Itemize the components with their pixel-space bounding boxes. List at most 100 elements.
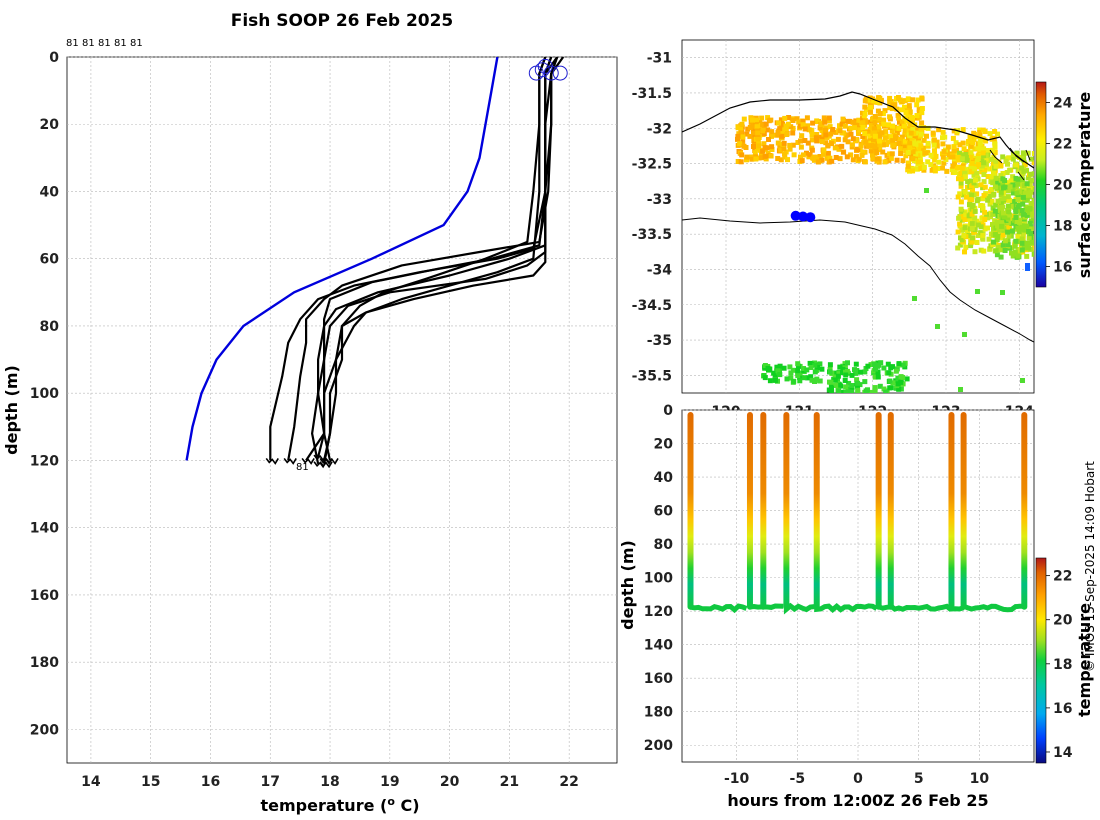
map-sst-cell (978, 203, 984, 208)
map-sst-cell (956, 215, 962, 221)
map-sst-cell (802, 138, 808, 143)
profile-line (323, 57, 559, 461)
map-sst-cell (1020, 194, 1026, 200)
map-sst-cell (992, 208, 998, 214)
map-sst-cell (1014, 150, 1020, 156)
map-sst-cell (968, 164, 974, 170)
map-sst-cell (981, 160, 987, 166)
map-sst-cell (779, 133, 785, 139)
map-sst-cell (826, 118, 832, 124)
map-sst-cell (961, 159, 967, 165)
map-sst-cell (766, 137, 771, 142)
map-sst-cell (819, 366, 825, 372)
map-sst-cell (806, 127, 812, 133)
map-y-ticks: -31 -31.5 -32 -32.5 -33 -33.5 -34 -34.5 -35 -35.5 (632, 51, 673, 385)
map-sst-cell (968, 150, 974, 156)
map-sst-cell (1031, 160, 1034, 166)
map-sst-cell (825, 150, 831, 156)
map-sst-cell (1015, 181, 1021, 187)
map-sst-cell (1019, 165, 1024, 171)
map-sst-cell (887, 114, 893, 120)
map-sst-cell (1015, 233, 1021, 239)
map-sst-cell (959, 217, 965, 223)
map-sst-cell (1002, 238, 1008, 244)
map-sst-cell (996, 227, 1002, 233)
map-sst-cell (970, 140, 976, 145)
map-sst-cell (768, 153, 774, 159)
map-sst-cell (951, 148, 957, 154)
map-sst-cell (897, 119, 902, 125)
map-sst-cell (1006, 155, 1012, 161)
map-sst-cell (786, 115, 792, 120)
section-y-tick-label: 20 (654, 437, 674, 453)
map-sst-cell (951, 128, 957, 134)
map-sst-cell (1019, 208, 1025, 213)
map-sst-cell (1021, 211, 1027, 217)
map-sst-cell (921, 167, 927, 173)
map-sst-cell (959, 237, 965, 243)
profile-bottom-scribble (301, 457, 315, 465)
map-sst-cell (1012, 251, 1018, 257)
map-sst-cell (957, 221, 963, 227)
map-sst-cell (837, 156, 843, 162)
section-casts (687, 412, 1028, 615)
map-sst-cell (832, 377, 838, 383)
map-sst-cell (868, 148, 874, 154)
map-sst-cell (860, 125, 866, 130)
map-sst-cell (798, 138, 803, 144)
map-sst-cell (741, 116, 747, 122)
map-sst-cell (835, 136, 841, 142)
profile-x-tick-label: 21 (500, 774, 519, 790)
map-sst-cell (1022, 227, 1028, 233)
map-sst-cell (872, 120, 878, 126)
map-sst-cell (884, 152, 890, 158)
map-sst-cell (869, 143, 875, 148)
map-sst-cell (1013, 162, 1019, 168)
map-y-tick-label: -34.5 (632, 298, 672, 314)
map-sst-cell (1013, 209, 1019, 215)
profile-y-tick-label: 160 (30, 588, 59, 604)
map-sst-cell (1028, 171, 1034, 177)
map-sst-cell (760, 125, 766, 131)
map-sst-cell (918, 143, 924, 149)
map-sst-cell (932, 148, 937, 154)
map-sst-cell (903, 148, 909, 154)
map-sst-cell (961, 192, 966, 198)
map-sst-cell (955, 194, 961, 200)
map-sst-cell (940, 154, 946, 160)
map-sst-cell (992, 232, 998, 237)
map-sst-cell (781, 146, 787, 152)
map-sst-cell (849, 142, 855, 148)
map-sst-cell (1000, 242, 1006, 248)
map-sst-cell (754, 124, 760, 130)
map-sst-cell (1021, 168, 1027, 174)
map-sst-cell (775, 368, 781, 374)
surface-marker (537, 58, 553, 74)
map-sst-cell (880, 142, 886, 148)
map-sst-cell (787, 364, 793, 370)
map-sst-cell (912, 296, 917, 301)
map-sst-cell (990, 147, 996, 153)
map-sst-cell (762, 375, 768, 381)
section-cast (760, 412, 767, 610)
map-sst-cell (791, 152, 797, 158)
map-sst-cell (977, 138, 983, 144)
map-sst-cell (936, 127, 942, 133)
map-sst-cell (1018, 226, 1024, 232)
map-sst-cell (993, 178, 999, 184)
map-sst-cell (962, 332, 967, 337)
map-sst-cell (1026, 229, 1032, 234)
map-sst-cell (853, 370, 859, 376)
map-sst-cell (980, 206, 986, 211)
map-sst-cell (872, 144, 878, 150)
map-sst-cell (798, 123, 803, 129)
map-sst-cell (735, 125, 741, 131)
section-colorbar-tick-label: 18 (1053, 657, 1072, 673)
map-sst-cell (902, 128, 908, 134)
map-sst-cell (973, 183, 979, 189)
map-sst-cell (791, 378, 797, 384)
map-sst-cell (965, 179, 971, 185)
map-sst-cell (848, 125, 854, 131)
map-sst-cell (925, 143, 931, 149)
section-cast (687, 412, 694, 610)
